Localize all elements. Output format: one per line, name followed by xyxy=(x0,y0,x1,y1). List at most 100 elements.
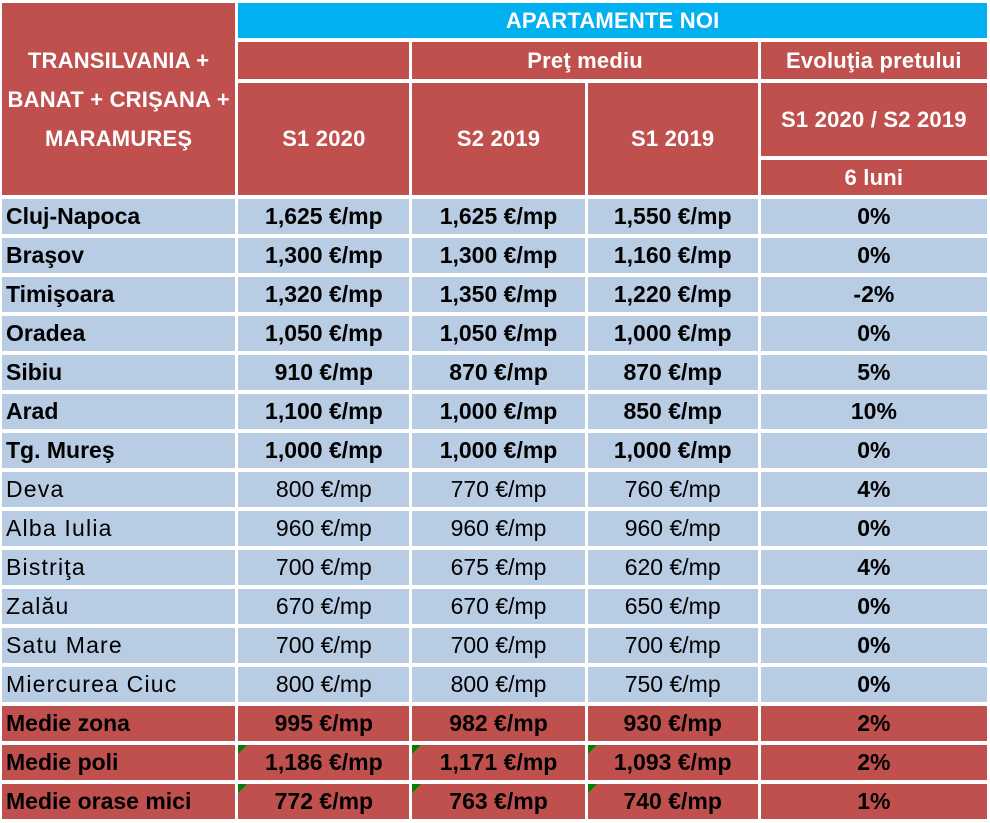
price-s1-2019: 1,550 €/mp xyxy=(587,199,758,234)
price-s2-2019: 1,300 €/mp xyxy=(412,238,585,273)
price-s1-2019: 1,000 €/mp xyxy=(587,316,758,351)
minor-city-row: Zalău 670 €/mp 670 €/mp 650 €/mp 0% xyxy=(2,589,987,624)
price-s1-2020: 800 €/mp xyxy=(238,667,410,702)
city-name: Timişoara xyxy=(2,277,236,312)
city-name: Satu Mare xyxy=(2,628,236,663)
city-name: Tg. Mureş xyxy=(2,433,236,468)
price-s1-2019: 650 €/mp xyxy=(587,589,758,624)
city-name: Medie poli xyxy=(2,745,236,780)
price-s2-2019: 763 €/mp xyxy=(412,784,585,819)
price-s2-2019: 870 €/mp xyxy=(412,355,585,390)
price-evolution: 4% xyxy=(760,472,987,507)
city-name: Zalău xyxy=(2,589,236,624)
major-city-row: Sibiu 910 €/mp 870 €/mp 870 €/mp 5% xyxy=(2,355,987,390)
price-s1-2020: 1,000 €/mp xyxy=(238,433,410,468)
price-evolution: -2% xyxy=(760,277,987,312)
minor-city-row: Deva 800 €/mp 770 €/mp 760 €/mp 4% xyxy=(2,472,987,507)
city-name: Medie zona xyxy=(2,706,236,741)
price-evolution: 0% xyxy=(760,433,987,468)
price-evolution: 0% xyxy=(760,316,987,351)
price-s1-2019: 740 €/mp xyxy=(587,784,758,819)
header-blank-cell xyxy=(238,42,410,79)
price-s2-2019: 1,171 €/mp xyxy=(412,745,585,780)
price-s1-2020: 910 €/mp xyxy=(238,355,410,390)
price-s1-2019: 750 €/mp xyxy=(587,667,758,702)
price-s1-2020: 1,625 €/mp xyxy=(238,199,410,234)
minor-city-row: Miercurea Ciuc 800 €/mp 800 €/mp 750 €/mp 0% xyxy=(2,667,987,702)
price-s1-2019: 620 €/mp xyxy=(587,550,758,585)
price-s2-2019: 1,350 €/mp xyxy=(412,277,585,312)
price-s1-2020: 1,186 €/mp xyxy=(238,745,410,780)
city-name: Sibiu xyxy=(2,355,236,390)
price-evolution: 0% xyxy=(760,238,987,273)
price-evolution: 2% xyxy=(760,706,987,741)
evolution-title: Evoluţia pretului xyxy=(760,42,987,79)
major-city-row: Tg. Mureş 1,000 €/mp 1,000 €/mp 1,000 €/mp 0… xyxy=(2,433,987,468)
summary-row: Medie orase mici 772 €/mp 763 €/mp 740 €/mp… xyxy=(2,784,987,819)
price-s2-2019: 670 €/mp xyxy=(412,589,585,624)
price-evolution: 0% xyxy=(760,589,987,624)
price-s1-2020: 772 €/mp xyxy=(238,784,410,819)
price-s1-2020: 1,100 €/mp xyxy=(238,394,410,429)
evolution-period: 6 luni xyxy=(760,160,987,195)
column-header-s1-2019: S1 2019 xyxy=(587,83,758,195)
major-city-row: Cluj-Napoca 1,625 €/mp 1,625 €/mp 1,550 €/m… xyxy=(2,199,987,234)
price-s1-2020: 800 €/mp xyxy=(238,472,410,507)
price-s1-2019: 1,093 €/mp xyxy=(587,745,758,780)
price-s1-2019: 1,160 €/mp xyxy=(587,238,758,273)
price-s1-2020: 1,300 €/mp xyxy=(238,238,410,273)
minor-city-row: Satu Mare 700 €/mp 700 €/mp 700 €/mp 0% xyxy=(2,628,987,663)
price-s2-2019: 675 €/mp xyxy=(412,550,585,585)
price-s2-2019: 1,625 €/mp xyxy=(412,199,585,234)
price-s1-2020: 995 €/mp xyxy=(238,706,410,741)
price-s2-2019: 982 €/mp xyxy=(412,706,585,741)
price-s1-2019: 760 €/mp xyxy=(587,472,758,507)
city-name: Oradea xyxy=(2,316,236,351)
price-s1-2019: 1,220 €/mp xyxy=(587,277,758,312)
price-evolution: 0% xyxy=(760,628,987,663)
region-title: TRANSILVANIA + BANAT + CRIŞANA + MARAMUR… xyxy=(2,3,236,195)
column-header-s1-2020: S1 2020 xyxy=(238,83,410,195)
price-s2-2019: 800 €/mp xyxy=(412,667,585,702)
price-s1-2020: 1,050 €/mp xyxy=(238,316,410,351)
price-s1-2019: 700 €/mp xyxy=(587,628,758,663)
minor-city-row: Alba Iulia 960 €/mp 960 €/mp 960 €/mp 0% xyxy=(2,511,987,546)
price-s2-2019: 960 €/mp xyxy=(412,511,585,546)
price-evolution: 10% xyxy=(760,394,987,429)
price-evolution: 0% xyxy=(760,511,987,546)
city-name: Miercurea Ciuc xyxy=(2,667,236,702)
price-s1-2020: 670 €/mp xyxy=(238,589,410,624)
city-name: Bistriţa xyxy=(2,550,236,585)
summary-row: Medie zona 995 €/mp 982 €/mp 930 €/mp 2% xyxy=(2,706,987,741)
evolution-range: S1 2020 / S2 2019 xyxy=(760,83,987,156)
price-s1-2020: 960 €/mp xyxy=(238,511,410,546)
price-evolution: 5% xyxy=(760,355,987,390)
price-s1-2019: 1,000 €/mp xyxy=(587,433,758,468)
major-city-row: Braşov 1,300 €/mp 1,300 €/mp 1,160 €/mp 0% xyxy=(2,238,987,273)
city-name: Deva xyxy=(2,472,236,507)
city-name: Cluj-Napoca xyxy=(2,199,236,234)
price-s2-2019: 770 €/mp xyxy=(412,472,585,507)
city-name: Alba Iulia xyxy=(2,511,236,546)
price-s2-2019: 1,050 €/mp xyxy=(412,316,585,351)
city-name: Arad xyxy=(2,394,236,429)
summary-row: Medie poli 1,186 €/mp 1,171 €/mp 1,093 €/mp… xyxy=(2,745,987,780)
price-s1-2019: 930 €/mp xyxy=(587,706,758,741)
avg-price-title: Preţ mediu xyxy=(412,42,758,79)
group-title: APARTAMENTE NOI xyxy=(238,3,987,38)
major-city-row: Arad 1,100 €/mp 1,000 €/mp 850 €/mp 10% xyxy=(2,394,987,429)
major-city-row: Oradea 1,050 €/mp 1,050 €/mp 1,000 €/mp 0% xyxy=(2,316,987,351)
price-s2-2019: 1,000 €/mp xyxy=(412,433,585,468)
price-s1-2019: 870 €/mp xyxy=(587,355,758,390)
minor-city-row: Bistriţa 700 €/mp 675 €/mp 620 €/mp 4% xyxy=(2,550,987,585)
price-evolution: 0% xyxy=(760,199,987,234)
price-evolution: 0% xyxy=(760,667,987,702)
price-evolution: 2% xyxy=(760,745,987,780)
city-name: Braşov xyxy=(2,238,236,273)
price-s1-2019: 850 €/mp xyxy=(587,394,758,429)
price-s1-2020: 700 €/mp xyxy=(238,628,410,663)
price-s1-2020: 1,320 €/mp xyxy=(238,277,410,312)
price-s2-2019: 700 €/mp xyxy=(412,628,585,663)
column-header-s2-2019: S2 2019 xyxy=(412,83,585,195)
